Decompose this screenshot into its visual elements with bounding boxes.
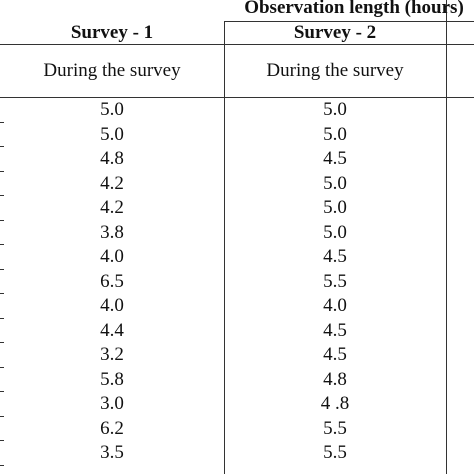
table-row: 4.2 5.0 — [0, 172, 446, 196]
rule-column-divider — [224, 22, 225, 474]
survey-1-cell: 3.2 — [100, 344, 124, 365]
row-tick — [0, 121, 4, 123]
survey-2-cell: 5.0 — [323, 197, 347, 218]
table-row: 4.0 4.0 — [0, 294, 446, 318]
survey-2-cell: 5.5 — [323, 270, 347, 292]
table-row: 6.5 5.5 — [0, 270, 446, 294]
table-row: 3.2 4.5 — [0, 343, 446, 367]
survey-1-cell: 3.8 — [100, 221, 124, 243]
survey-2-cell: 5.0 — [323, 99, 347, 120]
row-tick — [0, 146, 4, 147]
survey-1-cell: 5.0 — [100, 99, 124, 120]
survey-2-cell: 5.0 — [323, 221, 347, 243]
row-tick — [0, 293, 4, 294]
row-tick — [0, 317, 4, 319]
survey-1-subheader: During the survey — [43, 60, 181, 81]
row-tick — [0, 195, 4, 196]
row-tick — [0, 170, 4, 172]
row-tick — [0, 244, 4, 245]
row-tick — [0, 342, 4, 343]
survey-1-cell: 5.8 — [100, 368, 124, 390]
table-row: 4.2 5.0 — [0, 196, 446, 220]
row-tick — [0, 415, 4, 417]
row-tick — [0, 464, 4, 466]
survey-2-cell: 4.5 — [323, 246, 347, 267]
rule-below-subheaders — [0, 97, 474, 98]
survey-1-cell: 4.0 — [100, 295, 124, 316]
survey-2-cell: 4.0 — [323, 295, 347, 316]
survey-1-cell: 6.2 — [100, 417, 124, 439]
survey-1-cell: 4.0 — [100, 246, 124, 267]
survey-2-cell: 4.8 — [323, 368, 347, 390]
table-row: 3.0 4 .8 — [0, 392, 446, 416]
table-row: 5.8 4.8 — [0, 368, 446, 392]
table-row: 3.5 5.5 — [0, 441, 446, 465]
row-tick — [0, 440, 4, 441]
survey-2-cell: 5.0 — [323, 123, 347, 145]
table-row: 4.8 4.5 — [0, 147, 446, 171]
table-row: 5.0 5.0 — [0, 123, 446, 147]
survey-1-cell: 6.5 — [100, 270, 124, 292]
survey-2-cell: 5.5 — [323, 442, 347, 463]
survey-1-cell: 3.0 — [100, 393, 124, 414]
rule-right-edge — [446, 0, 447, 474]
row-tick — [0, 391, 4, 392]
survey-1-cell: 4.4 — [100, 319, 124, 341]
survey-1-cell: 4.2 — [100, 197, 124, 218]
observation-length-header: Observation length (hours) — [244, 0, 464, 18]
survey-1-cell: 4.8 — [100, 148, 124, 169]
survey-2-cell: 4 .8 — [320, 393, 350, 414]
survey-2-cell: 4.5 — [323, 148, 347, 169]
table-row: 3.8 5.0 — [0, 221, 446, 245]
survey-1-cell: 4.2 — [100, 172, 124, 194]
survey-2-subheader: During the survey — [266, 60, 404, 81]
survey-1-cell: 5.0 — [100, 123, 124, 145]
survey-1-header: Survey - 1 — [70, 22, 154, 43]
table-row: 4.0 4.5 — [0, 245, 446, 269]
survey-2-cell: 5.0 — [323, 172, 347, 194]
survey-1-cell: 3.5 — [100, 442, 124, 463]
survey-2-cell: 4.5 — [323, 319, 347, 341]
row-tick — [0, 268, 4, 270]
rule-top-header — [224, 21, 474, 22]
table-row: 6.2 5.5 — [0, 417, 446, 441]
row-tick — [0, 219, 4, 221]
row-tick — [0, 366, 4, 368]
rule-below-survey-headers — [0, 44, 474, 45]
table-row: 5.0 5.0 — [0, 98, 446, 122]
survey-2-cell: 4.5 — [323, 344, 347, 365]
survey-2-header: Survey - 2 — [293, 22, 377, 43]
survey-2-cell: 5.5 — [323, 417, 347, 439]
table-row: 4.4 4.5 — [0, 319, 446, 343]
